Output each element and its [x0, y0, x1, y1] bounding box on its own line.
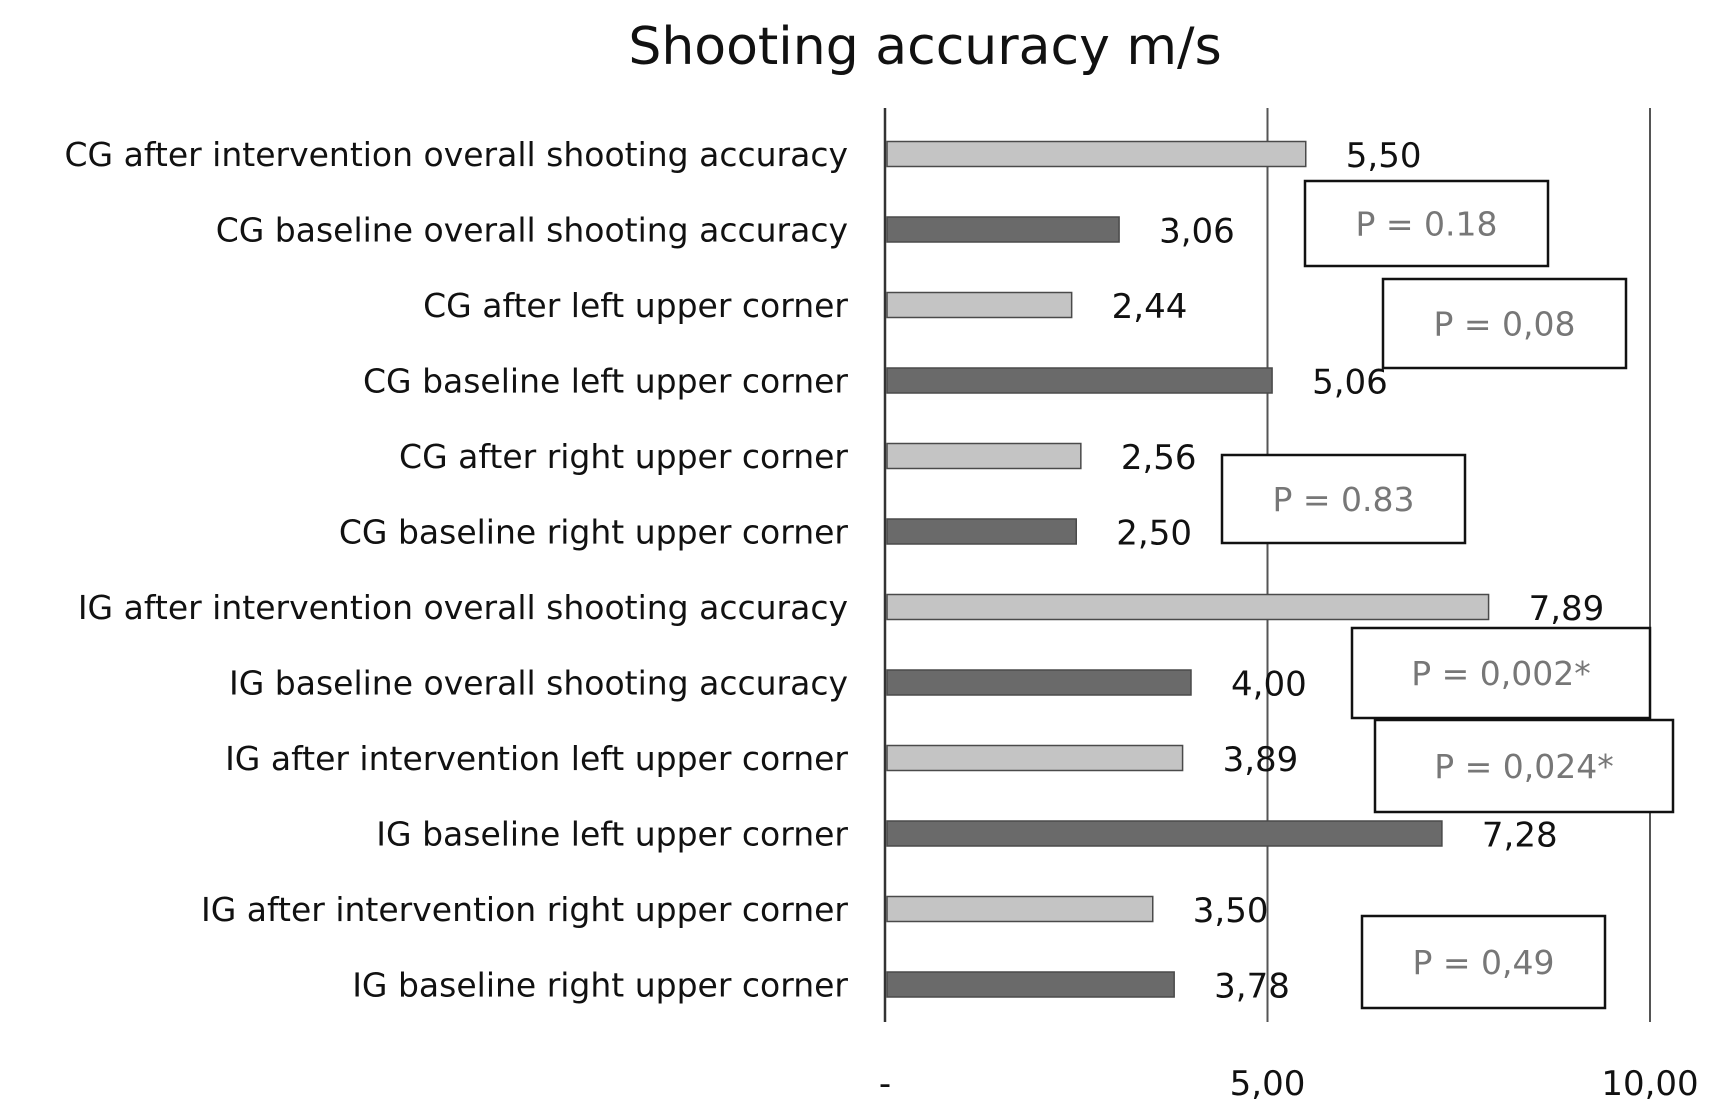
data-label: 3,50	[1193, 891, 1269, 931]
p-value-box-border	[1360, 914, 1607, 1010]
p-value-box: P = 0,002*	[1350, 626, 1652, 720]
p-value-text: P = 0.83	[1272, 480, 1414, 519]
category-label: CG baseline right upper corner	[339, 513, 849, 552]
p-value-box: P = 0,08	[1381, 277, 1628, 370]
grid-lines	[883, 108, 1651, 1022]
x-axis-ticks: - 5,00 10,00	[879, 1064, 1699, 1104]
data-label: 7,89	[1529, 589, 1605, 629]
data-label: 5,50	[1346, 136, 1422, 176]
p-value-box: P = 0,024*	[1373, 718, 1675, 814]
value-labels: 5,50 3,06 2,44 5,06 2,56 2,50 7,89 4,00 3,89 7,28…	[1112, 136, 1605, 1007]
bar	[886, 216, 1120, 243]
p-value-box-border	[1350, 626, 1652, 720]
bar	[886, 518, 1077, 545]
p-value-box-border	[1303, 179, 1550, 268]
category-label: IG after intervention right upper corner	[201, 890, 848, 929]
p-value-box: P = 0,49	[1360, 914, 1607, 1010]
category-label: IG after intervention overall shooting a…	[78, 588, 848, 627]
bar	[886, 367, 1273, 394]
data-label: 4,00	[1231, 665, 1307, 705]
p-value-box: P = 0.18	[1303, 179, 1550, 268]
bar	[886, 593, 1490, 621]
bar	[886, 669, 1192, 696]
bar	[886, 140, 1307, 168]
data-label: 5,06	[1312, 363, 1388, 403]
category-label: CG after right upper corner	[399, 437, 848, 476]
data-label: 2,50	[1116, 514, 1192, 554]
category-label: CG baseline left upper corner	[363, 362, 848, 401]
data-label: 2,44	[1112, 287, 1188, 327]
p-value-text: P = 0,49	[1412, 943, 1554, 982]
x-tick-label: 10,00	[1601, 1064, 1698, 1104]
data-label: 3,78	[1214, 967, 1290, 1007]
category-label: IG baseline right upper corner	[352, 966, 848, 1005]
category-labels: CG after intervention overall shooting a…	[65, 135, 849, 1005]
bar	[886, 820, 1443, 847]
bar	[886, 971, 1175, 998]
p-value-box-border	[1381, 277, 1628, 370]
p-value-text: P = 0,024*	[1434, 747, 1614, 786]
category-label: CG after intervention overall shooting a…	[65, 135, 848, 174]
p-value-annotations: P = 0.18 P = 0,08 P = 0.83 P = 0,002* P = 0,…	[1220, 179, 1675, 1010]
x-tick-label: -	[879, 1064, 891, 1104]
p-value-text: P = 0,08	[1433, 305, 1575, 344]
chart-title: Shooting accuracy m/s	[628, 17, 1221, 77]
p-value-box-border	[1373, 718, 1675, 814]
p-value-box-border	[1220, 453, 1467, 545]
p-value-text: P = 0.18	[1355, 205, 1497, 244]
bar	[886, 291, 1073, 319]
data-label: 3,06	[1159, 212, 1235, 252]
p-value-box: P = 0.83	[1220, 453, 1467, 545]
category-label: IG baseline overall shooting accuracy	[229, 664, 848, 703]
category-label: IG baseline left upper corner	[376, 815, 848, 854]
data-label: 2,56	[1121, 438, 1197, 478]
bar	[886, 895, 1154, 923]
category-label: CG baseline overall shooting accuracy	[216, 211, 848, 250]
category-label: IG after intervention left upper corner	[225, 739, 848, 778]
bar	[886, 442, 1082, 470]
data-label: 3,89	[1223, 740, 1299, 780]
x-tick-label: 5,00	[1230, 1064, 1306, 1104]
category-label: CG after left upper corner	[423, 286, 848, 325]
p-value-text: P = 0,002*	[1411, 654, 1591, 693]
bars	[886, 140, 1490, 998]
bar	[886, 744, 1184, 772]
data-label: 7,28	[1482, 816, 1558, 856]
